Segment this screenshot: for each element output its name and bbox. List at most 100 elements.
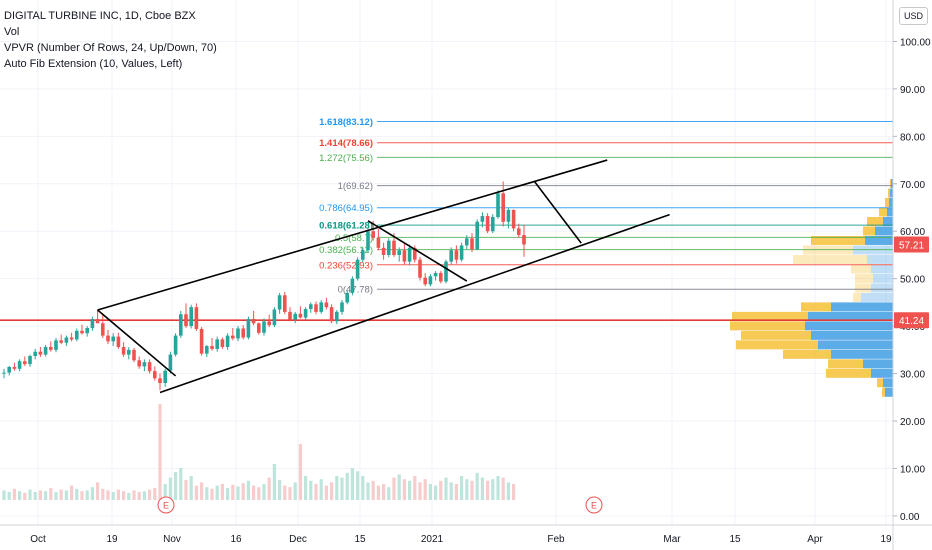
candle-body[interactable] xyxy=(132,349,136,361)
candle-body[interactable] xyxy=(80,330,84,334)
candle-body[interactable] xyxy=(137,360,141,367)
candle-body[interactable] xyxy=(501,193,505,222)
candle-body[interactable] xyxy=(246,319,251,338)
candle-body[interactable] xyxy=(17,361,22,369)
candle-body[interactable] xyxy=(173,335,178,355)
candle-body[interactable] xyxy=(319,302,323,312)
candle-body[interactable] xyxy=(522,235,526,245)
candle-body[interactable] xyxy=(366,231,370,251)
earnings-marker[interactable] xyxy=(585,496,603,514)
candle-body[interactable] xyxy=(298,313,303,318)
candle-body[interactable] xyxy=(335,311,339,322)
candle-body[interactable] xyxy=(90,319,95,329)
candle-body[interactable] xyxy=(220,339,225,347)
candle-body[interactable] xyxy=(43,346,48,355)
candle-body[interactable] xyxy=(283,295,287,312)
indicator-fib[interactable]: Auto Fib Extension (10, Values, Left) xyxy=(4,58,183,70)
candle-body[interactable] xyxy=(241,328,245,338)
candle-body[interactable] xyxy=(324,302,329,308)
candle-body[interactable] xyxy=(111,336,115,342)
candle-body[interactable] xyxy=(236,328,240,339)
candle-body[interactable] xyxy=(28,356,32,365)
candle-body[interactable] xyxy=(127,349,131,355)
candle-body[interactable] xyxy=(7,366,11,373)
candle-body[interactable] xyxy=(116,336,121,347)
candle-body[interactable] xyxy=(439,272,443,282)
candle-body[interactable] xyxy=(262,321,266,333)
candle-body[interactable] xyxy=(491,217,495,232)
candle-body[interactable] xyxy=(459,245,464,260)
candle-body[interactable] xyxy=(355,259,360,279)
candle-body[interactable] xyxy=(147,362,152,372)
candle-body[interactable] xyxy=(267,321,271,326)
trendline-flag-1[interactable] xyxy=(97,309,177,377)
candle-body[interactable] xyxy=(340,302,344,312)
candle-body[interactable] xyxy=(511,209,516,229)
candle-body[interactable] xyxy=(423,277,427,285)
candle-body[interactable] xyxy=(309,304,313,310)
candle-body[interactable] xyxy=(231,335,235,339)
candle-body[interactable] xyxy=(153,371,157,379)
candle-body[interactable] xyxy=(277,295,282,310)
candle-body[interactable] xyxy=(184,314,188,327)
candle-body[interactable] xyxy=(392,240,396,255)
candle-body[interactable] xyxy=(361,250,365,260)
candle-body[interactable] xyxy=(33,351,37,357)
symbol-title[interactable]: DIGITAL TURBINE INC, 1D, Cboe BZX xyxy=(4,10,196,22)
candle-body[interactable] xyxy=(194,307,199,329)
candle-body[interactable] xyxy=(168,354,173,371)
candle-body[interactable] xyxy=(293,313,297,320)
candle-body[interactable] xyxy=(205,346,209,354)
candle-body[interactable] xyxy=(59,340,63,343)
candle-body[interactable] xyxy=(189,307,193,327)
candle-body[interactable] xyxy=(345,292,349,303)
candle-body[interactable] xyxy=(257,323,261,333)
candle-body[interactable] xyxy=(397,250,401,255)
candle-body[interactable] xyxy=(95,319,100,324)
candle-body[interactable] xyxy=(413,247,417,260)
candle-body[interactable] xyxy=(350,278,355,293)
trendline-channel-lower[interactable] xyxy=(159,213,670,394)
earnings-marker[interactable] xyxy=(157,496,175,514)
candle-body[interactable] xyxy=(49,346,53,350)
candle-body[interactable] xyxy=(85,328,89,334)
candle-body[interactable] xyxy=(303,309,308,318)
candle-body[interactable] xyxy=(407,247,412,262)
candle-body[interactable] xyxy=(454,250,459,260)
candle-body[interactable] xyxy=(142,362,147,367)
candle-body[interactable] xyxy=(69,337,74,340)
candle-body[interactable] xyxy=(158,378,162,384)
candle-body[interactable] xyxy=(163,370,167,384)
candle-body[interactable] xyxy=(517,228,521,236)
trendline-flag-2[interactable] xyxy=(367,220,468,282)
trendline-channel-upper[interactable] xyxy=(97,159,608,311)
candle-body[interactable] xyxy=(418,259,422,278)
candle-body[interactable] xyxy=(465,238,469,246)
trendline-flag-3[interactable] xyxy=(533,180,582,244)
candle-body[interactable] xyxy=(428,276,433,285)
candle-body[interactable] xyxy=(251,319,256,324)
candle-body[interactable] xyxy=(75,330,79,340)
candle-body[interactable] xyxy=(371,231,375,238)
indicator-vol[interactable]: Vol xyxy=(4,26,20,38)
candle-body[interactable] xyxy=(272,309,277,326)
candle-body[interactable] xyxy=(480,216,485,222)
candle-body[interactable] xyxy=(433,272,438,277)
candle-body[interactable] xyxy=(225,335,230,347)
candle-body[interactable] xyxy=(485,216,490,232)
candle-body[interactable] xyxy=(470,238,474,250)
candle-body[interactable] xyxy=(23,361,27,365)
candle-body[interactable] xyxy=(64,337,69,343)
candle-body[interactable] xyxy=(38,351,43,355)
candle-body[interactable] xyxy=(288,311,292,320)
currency-button[interactable]: USD xyxy=(899,7,928,25)
candle-body[interactable] xyxy=(506,209,511,222)
indicator-vpvr[interactable]: VPVR (Number Of Rows, 24, Up/Down, 70) xyxy=(4,42,217,54)
candle-body[interactable] xyxy=(210,346,214,349)
candle-body[interactable] xyxy=(121,346,126,355)
candle-body[interactable] xyxy=(402,250,407,262)
candle-body[interactable] xyxy=(54,340,58,350)
candle-body[interactable] xyxy=(106,335,110,342)
candle-body[interactable] xyxy=(12,366,17,369)
